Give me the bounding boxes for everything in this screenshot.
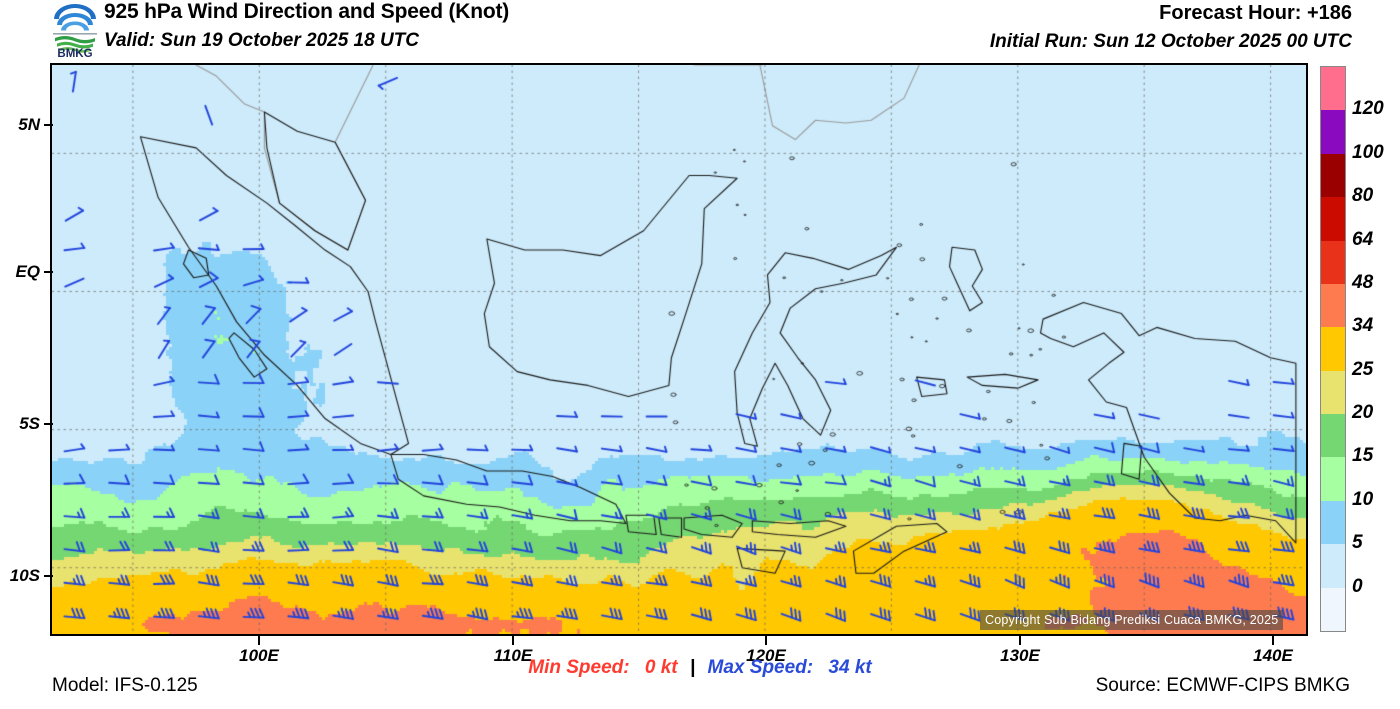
colorbar-label-100: 100: [1352, 141, 1384, 163]
lon-tick-130e: [1019, 636, 1021, 645]
lat-label-5s: 5S: [19, 414, 40, 433]
colorbar-band-1: [1321, 110, 1345, 154]
copyright-watermark: Copyright Sub Bidang Prediksi Cuaca BMKG…: [980, 610, 1284, 630]
lat-tick-5s: [44, 423, 53, 425]
colorbar-label-20: 20: [1352, 402, 1374, 424]
colorbar-band-6: [1321, 327, 1345, 371]
lon-label-140e: 140E: [1253, 646, 1293, 665]
colorbar-label-80: 80: [1352, 185, 1374, 207]
lon-tick-120e: [765, 636, 767, 645]
lat-label-10s: 10S: [9, 566, 40, 585]
colorbar-band-9: [1321, 457, 1345, 501]
initial-run-label: Initial Run: Sun 12 October 2025 00 UTC: [989, 31, 1352, 52]
lat-label-eq: EQ: [15, 262, 40, 281]
lat-tick-eq: [44, 271, 53, 273]
wind-speed-colorbar: [1320, 66, 1346, 632]
lat-tick-10s: [44, 575, 53, 577]
colorbar-band-4: [1321, 240, 1345, 284]
colorbar-label-34: 34: [1352, 315, 1374, 337]
colorbar-band-2: [1321, 153, 1345, 198]
colorbar-label-0: 0: [1352, 575, 1363, 597]
colorbar-label-64: 64: [1352, 228, 1374, 250]
colorbar-band-11: [1321, 544, 1345, 588]
page-title: 925 hPa Wind Direction and Speed (Knot): [104, 0, 510, 23]
lon-tick-100e: [258, 636, 260, 645]
lon-tick-140e: [1272, 636, 1274, 645]
lon-label-110e: 110E: [493, 646, 533, 665]
forecast-hour-label: Forecast Hour: +186: [1159, 2, 1352, 24]
lat-label-5n: 5N: [18, 115, 40, 134]
colorbar-label-10: 10: [1352, 488, 1374, 510]
colorbar-band-8: [1321, 414, 1345, 458]
svg-text:BMKG: BMKG: [57, 48, 92, 58]
colorbar-band-5: [1321, 283, 1345, 328]
colorbar-band-3: [1321, 197, 1345, 241]
bmkg-logo-icon: BMKG: [53, 4, 97, 58]
lon-label-100e: 100E: [239, 646, 279, 665]
minmax-speed-readout: Min Speed: 0 kt | Max Speed: 34 kt: [0, 657, 1400, 679]
max-speed-value: 34 kt: [828, 657, 872, 678]
lon-label-130e: 130E: [1000, 646, 1040, 665]
colorbar-label-25: 25: [1352, 358, 1374, 380]
colorbar-band-10: [1321, 500, 1345, 545]
colorbar-label-15: 15: [1352, 445, 1374, 467]
model-label: Model: IFS-0.125: [52, 675, 198, 696]
colorbar-band-7: [1321, 370, 1345, 414]
colorbar-band-12: [1321, 587, 1345, 631]
wind-speed-contour-canvas: [52, 65, 1306, 634]
colorbar-label-5: 5: [1352, 532, 1363, 554]
source-label: Source: ECMWF-CIPS BMKG: [1095, 675, 1350, 696]
colorbar-band-0: [1321, 67, 1345, 111]
max-speed-label: Max Speed:: [707, 657, 814, 678]
valid-time-label: Valid: Sun 19 October 2025 18 UTC: [104, 30, 420, 51]
colorbar-label-48: 48: [1352, 271, 1374, 293]
chart-header: BMKG 925 hPa Wind Direction and Speed (K…: [0, 0, 1400, 60]
lat-tick-5n: [44, 124, 53, 126]
minmax-separator: |: [689, 657, 696, 678]
map-plot-area[interactable]: Copyright Sub Bidang Prediksi Cuaca BMKG…: [50, 63, 1308, 636]
lon-tick-110e: [512, 636, 514, 645]
lon-label-120e: 120E: [746, 646, 786, 665]
min-speed-label: Min Speed:: [528, 657, 630, 678]
colorbar-label-120: 120: [1352, 98, 1384, 120]
min-speed-value: 0 kt: [644, 657, 678, 678]
